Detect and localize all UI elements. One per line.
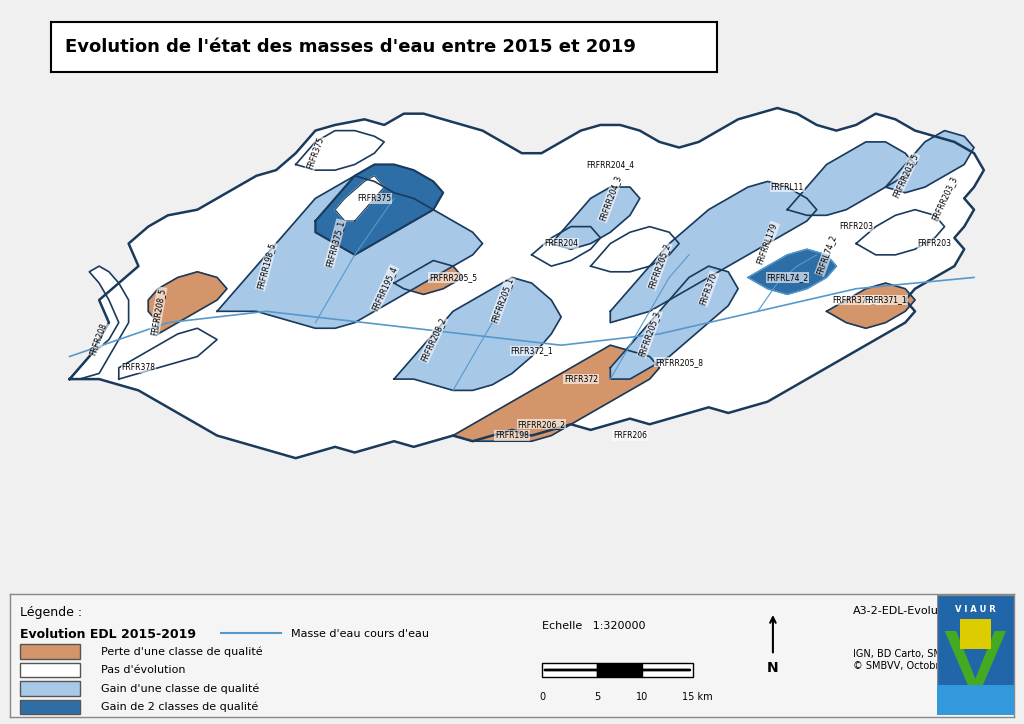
Text: FRFRR208_5: FRFRR208_5 [150, 287, 167, 336]
FancyBboxPatch shape [597, 662, 642, 678]
FancyBboxPatch shape [937, 595, 1014, 715]
Polygon shape [787, 142, 915, 215]
Text: FRFRL74_2: FRFRL74_2 [766, 273, 808, 282]
Text: 15 km: 15 km [682, 692, 713, 702]
Text: Pas d'évolution: Pas d'évolution [100, 665, 185, 675]
Text: FRFRR198_5: FRFRR198_5 [256, 242, 276, 290]
Polygon shape [335, 176, 384, 221]
FancyBboxPatch shape [20, 644, 81, 659]
Text: FRFRR371_1: FRFRR371_1 [833, 295, 880, 305]
Polygon shape [394, 277, 561, 390]
FancyBboxPatch shape [20, 699, 81, 715]
Text: FRFRR205_1: FRFRR205_1 [489, 276, 515, 324]
Polygon shape [886, 130, 974, 193]
Text: FRFR372: FRFR372 [564, 374, 598, 384]
Text: FRFRL74_2: FRFRL74_2 [815, 234, 838, 276]
Text: FRFR371_1: FRFR371_1 [864, 295, 907, 305]
FancyBboxPatch shape [961, 619, 991, 649]
Polygon shape [394, 261, 463, 295]
Text: FRFR378: FRFR378 [122, 363, 156, 372]
Text: FRFR372_1: FRFR372_1 [510, 346, 553, 355]
Text: N: N [767, 662, 778, 675]
Text: Evolution de l'état des masses d'eau entre 2015 et 2019: Evolution de l'état des masses d'eau ent… [65, 38, 635, 56]
FancyBboxPatch shape [20, 662, 81, 678]
Text: FRFR375: FRFR375 [357, 194, 391, 203]
Text: FRFR375: FRFR375 [305, 135, 326, 171]
Text: Perte d'une classe de qualité: Perte d'une classe de qualité [100, 647, 262, 657]
Polygon shape [119, 328, 217, 379]
Text: FRFR206: FRFR206 [613, 431, 647, 440]
Text: Evolution EDL 2015-2019: Evolution EDL 2015-2019 [20, 628, 197, 641]
Text: FRFRR205_2: FRFRR205_2 [647, 242, 672, 290]
Text: 0: 0 [539, 692, 545, 702]
Text: Masse d'eau cours d'eau: Masse d'eau cours d'eau [291, 629, 429, 639]
Polygon shape [610, 182, 817, 323]
Text: 5: 5 [594, 692, 600, 702]
Text: A3-2-EDL-Evolution: A3-2-EDL-Evolution [853, 606, 961, 616]
Text: FRFR370: FRFR370 [698, 272, 719, 306]
Text: FRFRR208_2: FRFRR208_2 [419, 316, 447, 363]
Polygon shape [944, 631, 1006, 702]
Text: FRFRR375_1: FRFRR375_1 [325, 219, 346, 268]
Text: IGN, BD Carto, SMBV Viaur
© SMBVV, Octobre 2019: IGN, BD Carto, SMBV Viaur © SMBVV, Octob… [853, 649, 984, 670]
Text: Gain de 2 classes de qualité: Gain de 2 classes de qualité [100, 702, 258, 712]
Polygon shape [296, 130, 384, 170]
Text: FRFRR203_3: FRFRR203_3 [930, 174, 958, 222]
FancyBboxPatch shape [542, 662, 597, 678]
Text: Gain d'une classe de qualité: Gain d'une classe de qualité [100, 683, 259, 694]
FancyBboxPatch shape [20, 681, 81, 696]
Polygon shape [591, 227, 679, 272]
Text: FRFRR204_3: FRFRR204_3 [598, 174, 623, 222]
Polygon shape [856, 210, 944, 255]
Text: FRFRR204_4: FRFRR204_4 [587, 160, 634, 169]
Polygon shape [315, 164, 443, 255]
Polygon shape [217, 176, 482, 328]
Polygon shape [610, 266, 738, 379]
Text: FRFRRL179: FRFRRL179 [756, 222, 779, 266]
Text: FRFRR203_5: FRFRR203_5 [891, 152, 920, 200]
Text: FRFRL11: FRFRL11 [771, 182, 804, 192]
Polygon shape [453, 345, 659, 441]
Text: FRFR203: FRFR203 [918, 239, 951, 248]
Text: FRFRR195_4: FRFRR195_4 [370, 265, 398, 313]
Text: V I A U R: V I A U R [955, 605, 995, 614]
Polygon shape [826, 283, 915, 328]
Polygon shape [148, 272, 227, 334]
Polygon shape [70, 108, 984, 458]
Text: FRFRR206_2: FRFRR206_2 [517, 420, 565, 429]
Text: FRFRR205_5: FRFRR205_5 [429, 273, 477, 282]
Text: FRFR198: FRFR198 [495, 431, 529, 440]
FancyBboxPatch shape [642, 662, 692, 678]
Text: FRFR203: FRFR203 [839, 222, 873, 231]
Text: FRFR208: FRFR208 [89, 322, 110, 357]
Polygon shape [551, 187, 640, 249]
Text: Echelle   1:320000: Echelle 1:320000 [542, 620, 645, 631]
Text: 10: 10 [636, 692, 648, 702]
Text: FRFR204: FRFR204 [544, 239, 579, 248]
Text: FRFRR205_3: FRFRR205_3 [637, 310, 663, 358]
Text: Légende :: Légende : [20, 606, 82, 619]
Text: FRFRR205_8: FRFRR205_8 [655, 358, 703, 366]
Polygon shape [531, 227, 600, 266]
Polygon shape [748, 249, 837, 295]
Polygon shape [70, 266, 129, 379]
FancyBboxPatch shape [937, 685, 1014, 715]
